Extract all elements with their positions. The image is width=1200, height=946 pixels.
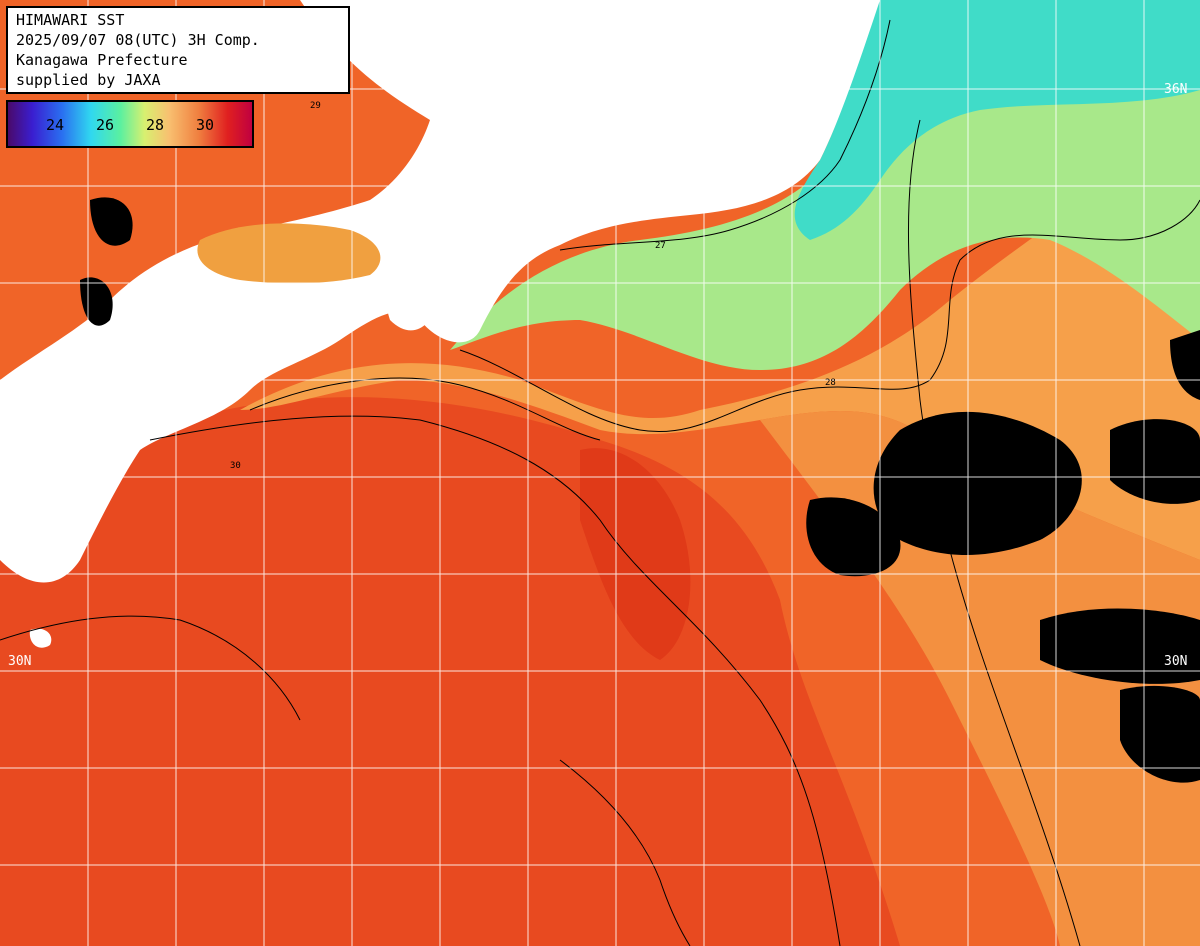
- contour-label-27: 27: [655, 241, 666, 251]
- cold-coastal-band: [794, 0, 1200, 240]
- cloud-mask-6: [1170, 330, 1200, 400]
- contour-line-30: [149, 415, 841, 946]
- cloud-mask-2: [806, 497, 901, 577]
- colorbar-tick-26: 26: [96, 116, 115, 134]
- contour-label-28: 28: [825, 378, 836, 388]
- colorbar-tick-30: 30: [196, 116, 215, 134]
- contour-line-27: [559, 19, 891, 251]
- cloud-mask-4: [1040, 608, 1200, 684]
- land-izu-region: [560, 0, 620, 24]
- contour-line-south: [559, 759, 691, 946]
- latitude-label-36n-right: 36N: [1164, 82, 1188, 97]
- temperature-colorbar: 24 26 28 30: [6, 100, 254, 148]
- colorbar-tick-24: 24: [46, 116, 65, 134]
- hot-core-patch: [580, 448, 691, 660]
- land-shikoku: [197, 223, 381, 284]
- contour-line-west: [0, 615, 301, 721]
- latitude-label-30n-left: 30N: [8, 654, 32, 669]
- contour-line-east: [907, 119, 1081, 946]
- contour-line-29: [249, 377, 601, 441]
- cloud-mask-1: [873, 411, 1082, 555]
- land-kii-peninsula: [384, 238, 443, 331]
- title-line-2: 2025/09/07 08(UTC) 3H Comp.: [16, 31, 260, 49]
- contour-label-30: 30: [230, 461, 241, 471]
- title-line-3: Kanagawa Prefecture: [16, 51, 188, 69]
- colorbar-tick-28: 28: [146, 116, 165, 134]
- title-box: HIMAWARI SST 2025/09/07 08(UTC) 3H Comp.…: [6, 6, 350, 94]
- cloud-mask-8: [90, 197, 133, 246]
- contour-label-29: 29: [310, 101, 321, 111]
- cloud-mask-3: [1110, 419, 1200, 504]
- cloud-mask-5: [1120, 685, 1200, 783]
- title-line-4: supplied by JAXA: [16, 71, 161, 89]
- latitude-label-30n-right: 30N: [1164, 654, 1188, 669]
- land-kyushu-west: [0, 380, 40, 530]
- title-line-1: HIMAWARI SST: [16, 11, 125, 29]
- land-island-small: [29, 628, 52, 648]
